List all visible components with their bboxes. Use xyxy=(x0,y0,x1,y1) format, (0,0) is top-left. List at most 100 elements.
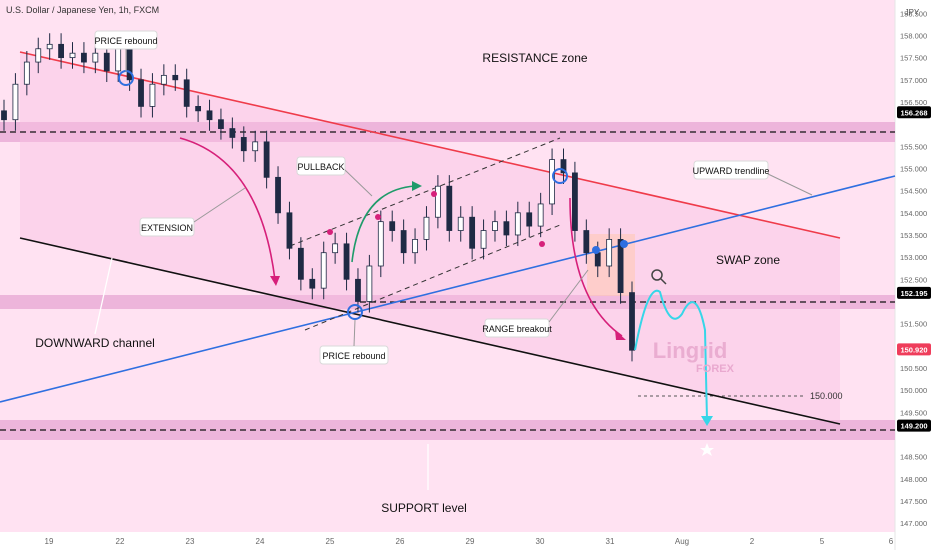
candle-body xyxy=(297,247,304,280)
y-tick-label: 153.500 xyxy=(900,231,927,240)
candle-body xyxy=(469,216,476,249)
y-tick-label: 153.000 xyxy=(900,253,927,262)
candles-group xyxy=(1,33,635,362)
candle-body xyxy=(12,83,19,121)
swap-zone-band xyxy=(0,295,895,309)
candle-body xyxy=(46,43,53,50)
x-tick-label: 26 xyxy=(396,537,405,546)
extension-arrow xyxy=(179,137,276,281)
price-flag-box xyxy=(897,419,931,432)
y-tick-label: 148.000 xyxy=(900,475,927,484)
label-swap-zone: SWAP zone xyxy=(716,253,780,267)
time-axis-background xyxy=(0,532,895,550)
candle-body xyxy=(355,278,361,302)
x-tick-label: 6 xyxy=(889,537,894,546)
breakdown-arrowhead xyxy=(615,330,626,340)
projection-path xyxy=(634,289,708,421)
breakdown-arrow xyxy=(569,197,623,337)
y-tick-label: 155.000 xyxy=(900,164,927,173)
candle-body xyxy=(286,212,293,249)
y-tick-label: 154.000 xyxy=(900,209,927,218)
callout-line-downward-channel xyxy=(94,257,113,335)
y-tick-label: 152.500 xyxy=(900,275,927,284)
candle-body xyxy=(377,221,384,267)
x-tick-label: 22 xyxy=(116,537,125,546)
label-support-level: SUPPORT level xyxy=(381,501,467,515)
candle-body xyxy=(617,238,624,293)
price-flag-label: 150.920 xyxy=(900,345,927,354)
callout-pullback: PULLBACK xyxy=(296,156,346,176)
candle-body xyxy=(35,48,42,63)
pullback-dot-2 xyxy=(431,191,437,197)
candle-body xyxy=(514,212,521,236)
chart-title: U.S. Dollar / Japanese Yen, 1h, FXCM xyxy=(6,5,159,15)
callout-line-range-breakout xyxy=(548,269,589,323)
channel-bottom-line xyxy=(19,237,841,425)
candle-body xyxy=(503,221,510,236)
candle-body xyxy=(366,265,373,302)
candle-body xyxy=(160,74,167,85)
pullback-dot-4 xyxy=(539,241,545,247)
label-pullback: PULLBACK xyxy=(297,162,344,172)
callout-range-breakout: RANGE breakout xyxy=(482,318,552,338)
callout-extension: EXTENSION xyxy=(139,217,195,237)
callout-line-rebound-bottom xyxy=(353,319,356,347)
candle-body xyxy=(138,79,144,107)
channel-shading xyxy=(20,52,840,424)
candle-body xyxy=(606,238,613,267)
watermark-forex: FOREX xyxy=(696,363,735,375)
pullback-green-arrow xyxy=(351,185,416,263)
candle-body xyxy=(149,83,156,107)
candle-body xyxy=(23,61,30,85)
candle-body xyxy=(206,110,213,121)
candle-body xyxy=(332,243,339,254)
currency-label: JPY xyxy=(905,8,920,17)
candle-body xyxy=(263,141,270,178)
plot-background xyxy=(0,0,895,532)
x-tick-label: 5 xyxy=(820,537,825,546)
label-price-rebound-bottom: PRICE rebound xyxy=(322,351,385,361)
swing-high-marker xyxy=(552,168,568,184)
y-tick-label: 157.000 xyxy=(900,76,927,85)
callout-line-pullback xyxy=(344,169,373,197)
candle-body xyxy=(492,221,498,231)
label-upward-trendline: UPWARD trendline xyxy=(693,166,770,176)
y-tick-label: 148.500 xyxy=(900,453,927,462)
y-tick-label: 154.500 xyxy=(900,187,927,196)
search-icon xyxy=(651,269,663,281)
x-tick-label: 31 xyxy=(606,537,615,546)
candle-body xyxy=(480,230,487,249)
channel-top-line xyxy=(19,51,841,239)
callout-price-rebound-top: PRICE rebound xyxy=(94,30,158,50)
support-zone-band xyxy=(0,420,895,440)
candle-body xyxy=(92,52,99,63)
callout-line-extension xyxy=(193,187,246,223)
label-extension: EXTENSION xyxy=(141,223,193,233)
label-projection-target: 150.000 xyxy=(810,391,843,401)
x-tick-label: 24 xyxy=(256,537,265,546)
candle-body xyxy=(320,252,327,289)
candle-body xyxy=(240,137,247,152)
x-tick-label: 2 xyxy=(750,537,755,546)
star-icon xyxy=(700,443,714,456)
candle-body xyxy=(275,176,281,214)
candle-body xyxy=(560,159,567,174)
y-tick-label: 151.500 xyxy=(900,320,927,329)
x-tick-label: 29 xyxy=(466,537,475,546)
callout-upward-trendline: UPWARD trendline xyxy=(693,160,770,180)
upward-trendline xyxy=(0,175,896,403)
x-tick-label: 19 xyxy=(45,537,54,546)
candle-body xyxy=(594,252,601,267)
pullback-green-arrowhead xyxy=(412,181,422,191)
time-axis: 19 22 23 24 25 26 29 30 31 Aug 2 5 6 xyxy=(45,537,894,546)
pullback-dot-1 xyxy=(375,214,381,220)
price-flag-box xyxy=(897,286,931,299)
y-tick-label: 157.500 xyxy=(900,54,927,63)
x-tick-label: Aug xyxy=(675,537,689,546)
pullback-dot-3 xyxy=(327,229,333,235)
candle-body xyxy=(183,79,190,107)
candle-body xyxy=(389,221,396,231)
candle-body xyxy=(343,243,350,280)
price-flag-label: 156.268 xyxy=(900,108,927,117)
label-price-rebound-top: PRICE rebound xyxy=(94,36,157,46)
